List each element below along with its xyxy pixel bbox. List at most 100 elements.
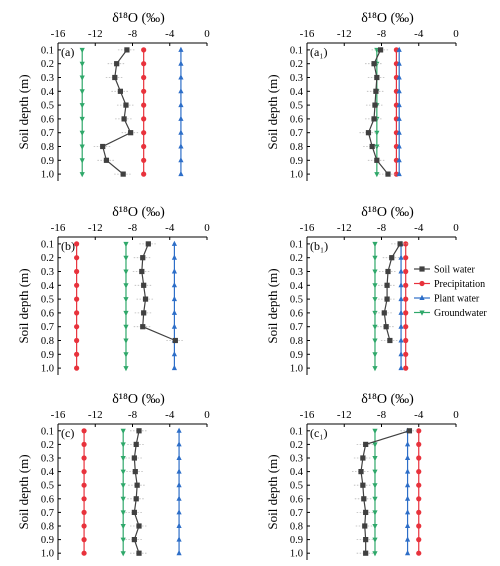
x-axis-label: δ¹⁸O (‰) — [112, 11, 165, 26]
data-point — [176, 441, 182, 447]
series-soil-water — [93, 47, 140, 177]
y-tick-label: 0.8 — [41, 142, 54, 153]
data-point — [81, 523, 87, 529]
data-point — [178, 143, 184, 149]
series-precipitation — [416, 428, 422, 556]
x-tick-label: -8 — [128, 222, 138, 234]
y-tick-label: 0.5 — [290, 481, 303, 492]
data-point — [363, 537, 369, 543]
data-point — [372, 469, 378, 475]
data-point — [372, 496, 378, 502]
data-point — [416, 469, 422, 475]
data-point — [100, 143, 106, 150]
y-tick-label: 0.1 — [290, 45, 303, 56]
data-point — [171, 254, 178, 260]
x-tick-label: -4 — [165, 222, 175, 234]
data-point — [374, 172, 380, 178]
data-point — [136, 550, 142, 556]
data-point — [397, 241, 403, 247]
series-groundwater — [120, 428, 126, 557]
data-point — [403, 255, 409, 261]
panel-6: -16 -12 -8 -4 0 δ¹⁸O (‰) 0.1 0.2 0.3 0.4 0.5 0.6 0.7… — [265, 392, 459, 560]
data-point — [371, 61, 377, 67]
data-point — [374, 130, 380, 136]
x-tick-label: 0 — [204, 222, 210, 234]
data-point — [141, 143, 147, 150]
series-precipitation — [403, 241, 409, 371]
series-line — [133, 430, 140, 554]
y-tick-label: 0.9 — [41, 156, 54, 167]
data-point — [404, 468, 411, 474]
series-plant-water — [398, 240, 404, 371]
panel-1: -16 -12 -8 -4 0 δ¹⁸O (‰) 0.1 0.2 0.3 0.4 0.5 0.6 0.7… — [16, 11, 210, 181]
y-tick-label: 0.2 — [41, 59, 54, 70]
y-tick-label: 0.1 — [290, 426, 303, 437]
data-point — [178, 88, 184, 94]
data-point — [142, 296, 149, 302]
data-point — [79, 75, 85, 81]
data-point — [74, 351, 80, 357]
data-point — [123, 241, 129, 248]
data-point — [396, 46, 402, 52]
data-point — [120, 469, 126, 475]
data-point — [171, 295, 178, 302]
series-plant-water — [178, 46, 184, 177]
data-point — [176, 468, 182, 474]
series-groundwater — [79, 47, 85, 178]
data-point — [79, 158, 85, 164]
data-point — [134, 482, 140, 488]
y-tick-label: 0.3 — [290, 267, 303, 278]
data-point — [365, 130, 372, 136]
y-tick-label: 0.5 — [41, 481, 54, 492]
data-point — [398, 254, 404, 260]
data-point — [123, 255, 129, 261]
y-tick-label: 0.4 — [290, 281, 304, 292]
data-point — [398, 364, 404, 371]
panel-label: (c) — [61, 426, 74, 440]
data-point — [171, 282, 178, 288]
data-point — [178, 46, 184, 52]
data-point — [403, 324, 409, 330]
data-point — [404, 441, 411, 447]
data-point — [133, 496, 139, 502]
y-tick-label: 0.1 — [41, 239, 54, 250]
y-tick-label: 0.3 — [290, 454, 303, 465]
x-tick-label: -4 — [165, 28, 175, 40]
data-point — [416, 550, 422, 556]
x-axis-label: δ¹⁸O (‰) — [361, 205, 414, 220]
x-tick-label: -16 — [51, 409, 66, 421]
y-tick-label: 0.6 — [41, 494, 54, 505]
y-axis-label: Soil depth (m) — [265, 74, 280, 149]
y-tick-label: 0.6 — [290, 114, 303, 125]
y-tick-label: 0.6 — [290, 308, 303, 319]
data-point — [120, 510, 126, 516]
y-axis-label: Soil depth (m) — [265, 454, 280, 529]
data-point — [81, 482, 87, 488]
series-precipitation — [141, 47, 147, 177]
data-point — [128, 130, 134, 136]
data-point — [171, 351, 178, 357]
data-point — [141, 157, 147, 163]
data-point — [141, 61, 147, 67]
data-point — [74, 310, 80, 316]
series-soil-water — [375, 241, 410, 344]
x-tick-label: 0 — [204, 409, 210, 421]
data-point — [81, 455, 87, 461]
data-point — [121, 116, 127, 122]
legend-entry: Soil water — [414, 265, 475, 276]
data-point — [385, 171, 391, 177]
data-point — [114, 61, 120, 67]
data-point — [133, 441, 139, 447]
data-point — [136, 428, 142, 434]
data-point — [74, 241, 80, 247]
y-tick-label: 0.4 — [41, 87, 55, 98]
y-tick-label: 0.7 — [41, 128, 54, 139]
data-point — [403, 365, 409, 371]
data-point — [79, 103, 85, 109]
x-tick-label: -16 — [300, 28, 315, 40]
legend-label: Plant water — [434, 294, 480, 305]
data-point — [372, 366, 378, 372]
data-point — [383, 324, 389, 330]
data-point — [403, 268, 409, 275]
legend-marker — [419, 280, 425, 287]
